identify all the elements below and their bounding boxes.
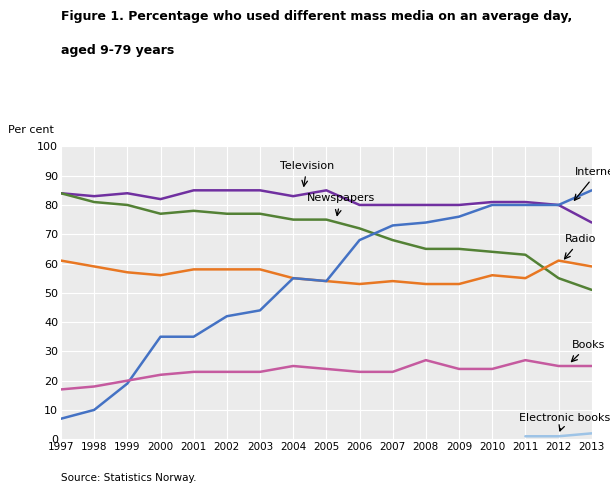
- Text: aged 9-79 years: aged 9-79 years: [61, 44, 174, 57]
- Text: Internet: Internet: [575, 167, 610, 200]
- Text: Figure 1. Percentage who used different mass media on an average day,: Figure 1. Percentage who used different …: [61, 10, 572, 23]
- Text: Books: Books: [572, 340, 605, 362]
- Text: Source: Statistics Norway.: Source: Statistics Norway.: [61, 473, 196, 483]
- Text: Electronic books: Electronic books: [518, 413, 610, 431]
- Text: Per cent: Per cent: [8, 125, 54, 135]
- Text: Radio: Radio: [564, 235, 597, 259]
- Text: Television: Television: [280, 162, 334, 186]
- Text: Newspapers: Newspapers: [306, 194, 375, 216]
